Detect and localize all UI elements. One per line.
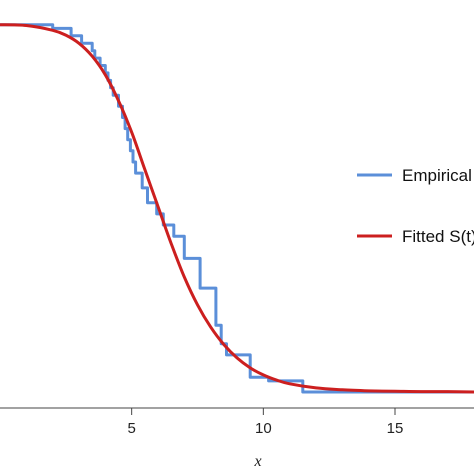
series-line-empirical (0, 23, 474, 394)
x-ticks: 5 10 15 (127, 408, 403, 437)
series-line-fitted-s-t (0, 23, 474, 394)
x-tick-label: 15 (387, 420, 404, 437)
x-tick-label: 10 (255, 420, 272, 437)
plot-area (0, 23, 474, 394)
legend-label-fitted: Fitted S(t) (402, 227, 474, 246)
legend: Empirical Fitted S(t) (357, 166, 474, 246)
x-axis-title: x (253, 453, 261, 470)
legend-label-empirical: Empirical (402, 166, 472, 185)
x-tick-label: 5 (127, 420, 135, 437)
